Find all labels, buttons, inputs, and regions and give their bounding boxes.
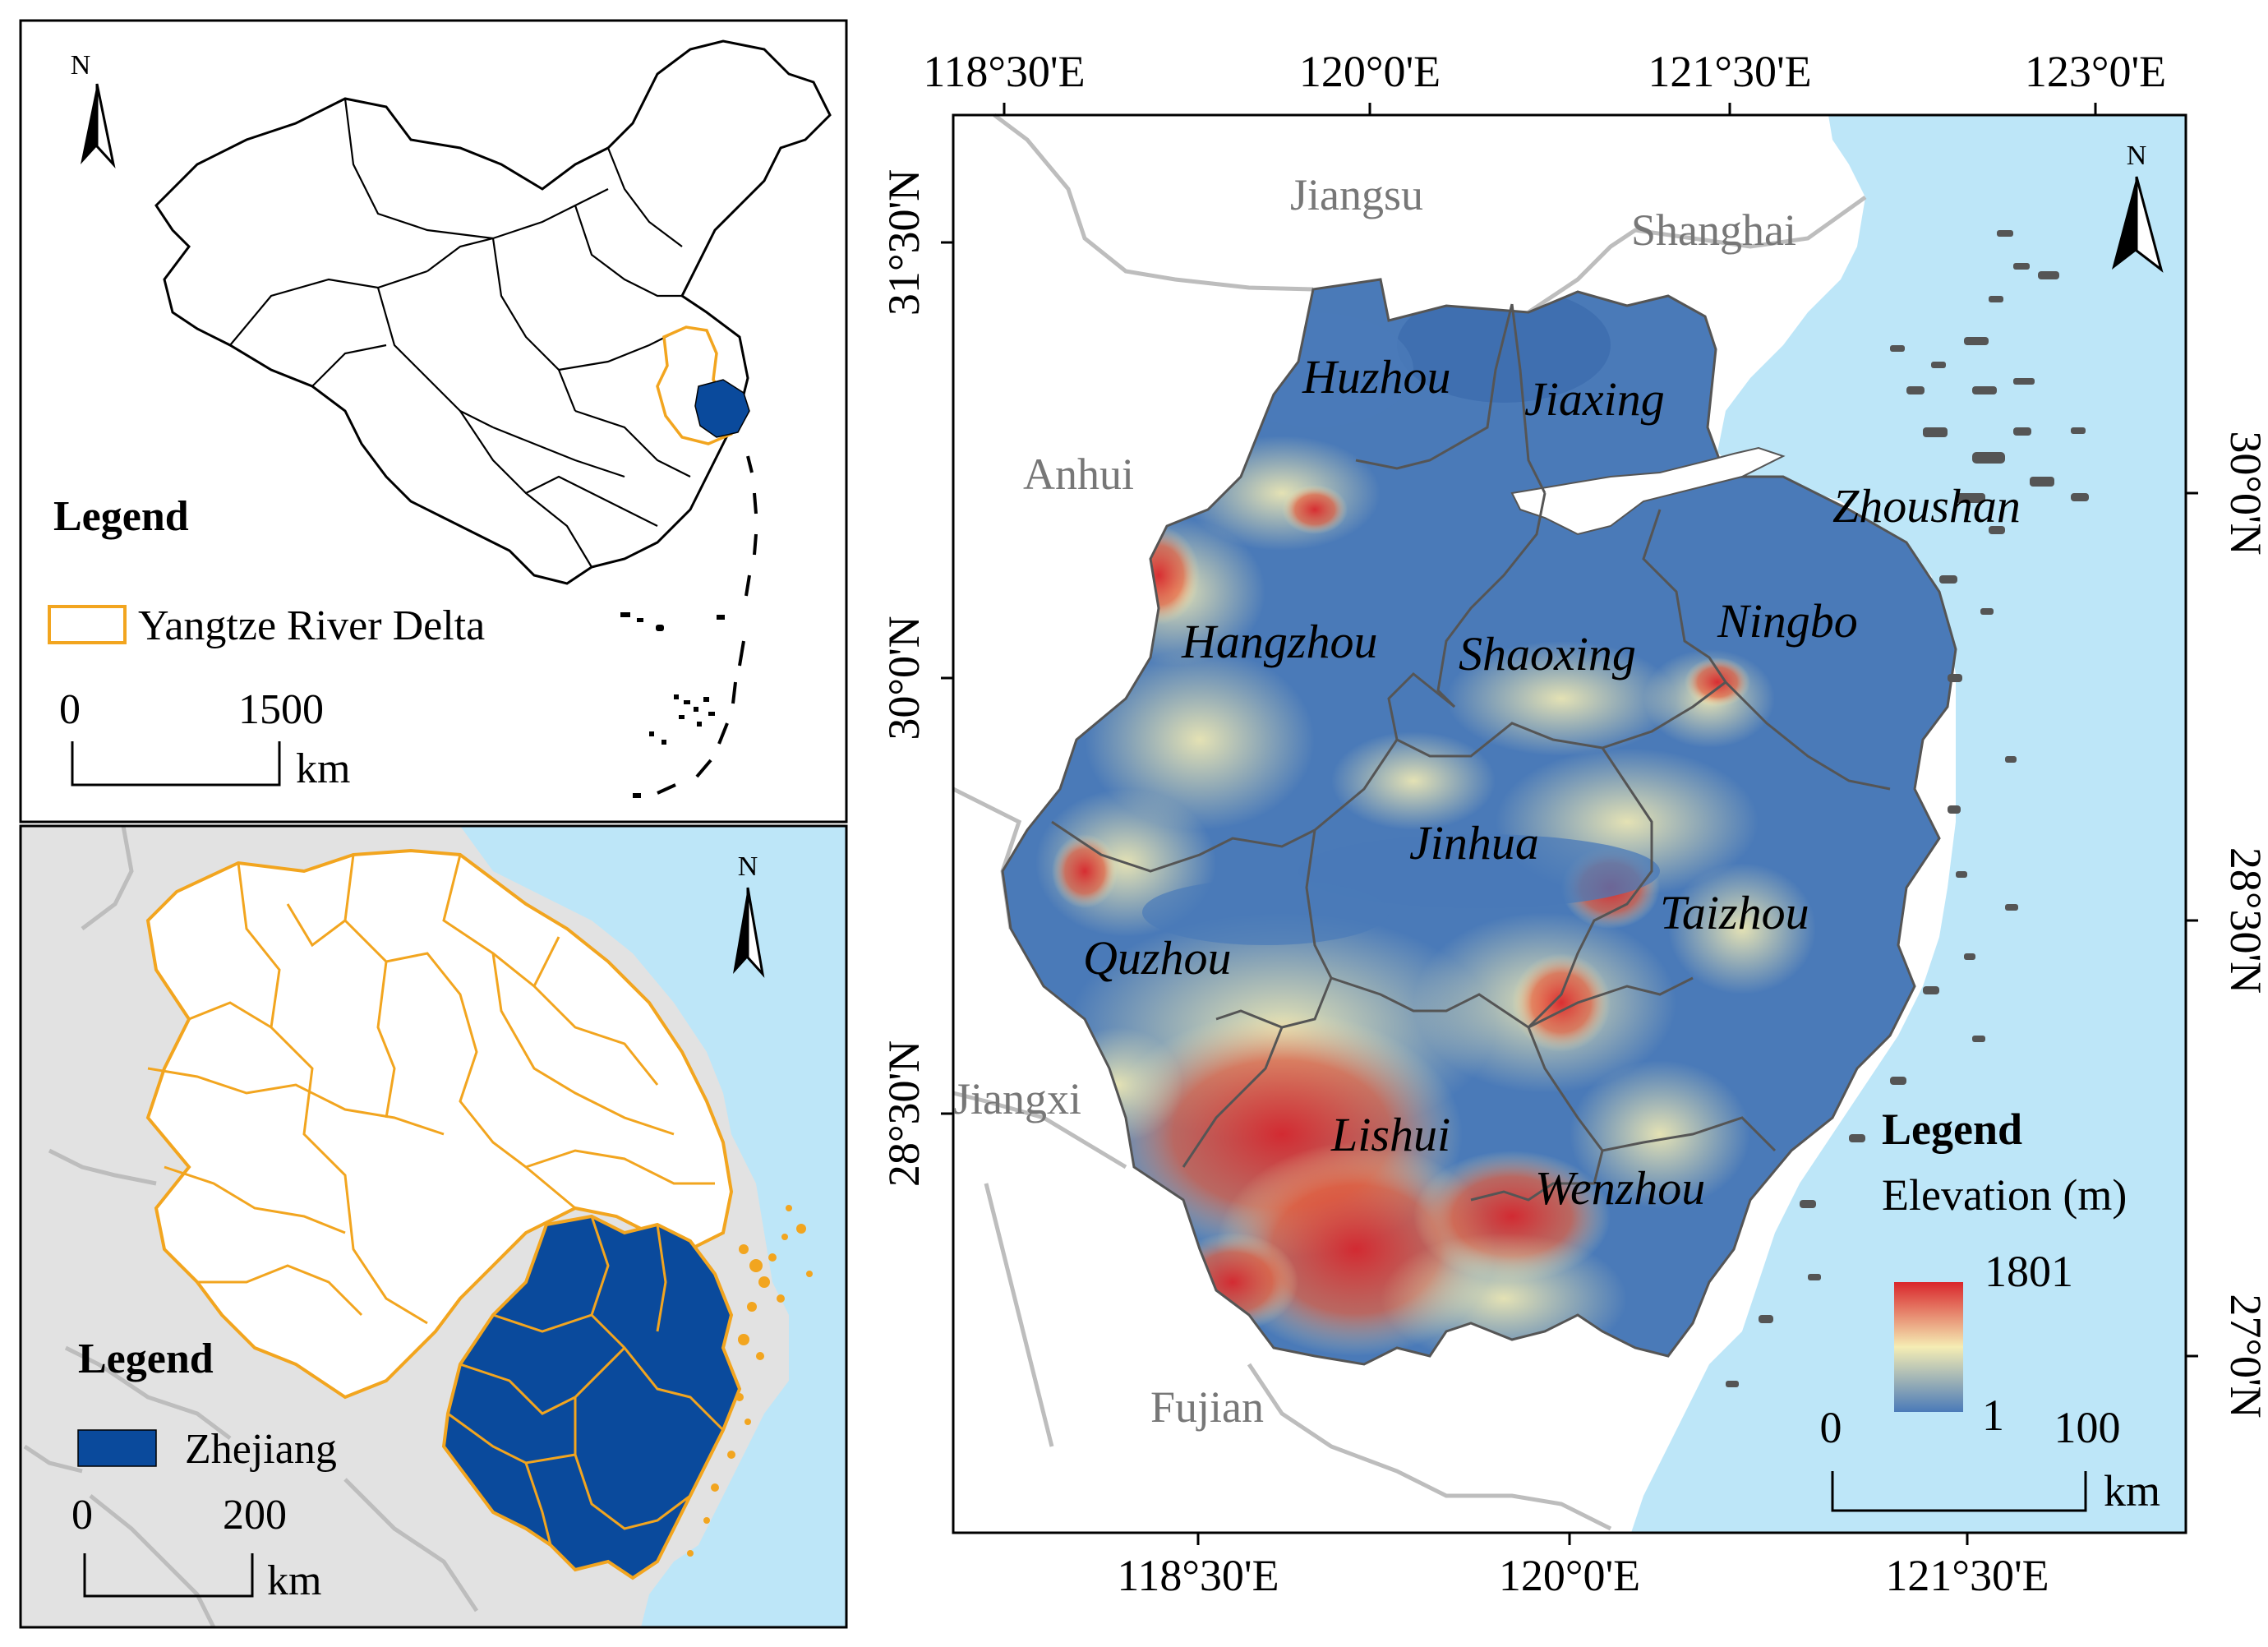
left-lat-labels: 31°30'N 30°0'N 28°30'N	[879, 169, 929, 1187]
zhejiang-region	[441, 1214, 742, 1580]
china-scale-unit: km	[296, 745, 350, 792]
city-boundaries	[1051, 303, 1891, 1202]
zhejiang-highlight	[694, 379, 750, 438]
province-label-jiangxi: Jiangxi	[953, 1074, 1081, 1123]
province-label-anhui: Anhui	[1023, 450, 1134, 499]
zhejiang-internal-boundaries	[447, 1216, 725, 1546]
province-label-shanghai: Shanghai	[1631, 205, 1796, 255]
yrd-legend-item: Zhejiang	[185, 1426, 337, 1473]
city-labels: Huzhou Jiaxing Zhoushan Hangzhou Shaoxin…	[1083, 350, 2021, 1215]
city-label-zhoushan: Zhoushan	[1832, 479, 2021, 533]
city-label-shaoxing: Shaoxing	[1459, 627, 1636, 680]
left-lat-tick-label: 30°0'N	[879, 616, 929, 740]
yrd-north-letter: N	[738, 851, 758, 882]
right-lat-tick-label: 27°0'N	[2221, 1294, 2268, 1418]
hangzhou-bay	[1510, 446, 1786, 536]
yrd-sea	[460, 826, 846, 1627]
city-label-ningbo: Ningbo	[1717, 594, 1858, 648]
bottom-lon-tick-label: 121°30'E	[1885, 1551, 2049, 1600]
yrd-legend-swatch	[48, 605, 127, 644]
yrd-legend-title: Legend	[78, 1336, 214, 1382]
top-lon-tick-label: 121°30'E	[1648, 47, 1811, 96]
china-north-arrow-icon	[81, 83, 116, 169]
top-lon-tick-label: 120°0'E	[1299, 47, 1441, 96]
right-lat-tick-label: 28°30'N	[2221, 847, 2268, 994]
main-north-arrow-icon	[2112, 176, 2164, 273]
elevation-max-label: 1801	[1984, 1247, 2073, 1296]
yrd-region	[145, 848, 734, 1400]
yrd-inset-frame	[19, 824, 848, 1629]
left-lat-tick-label: 31°30'N	[879, 169, 929, 316]
province-label-fujian: Fujian	[1150, 1382, 1264, 1432]
coastal-islands	[1726, 230, 2089, 1387]
yrd-scale-value: 200	[223, 1492, 287, 1539]
nine-dash-line	[657, 455, 758, 795]
bottom-lon-labels: 118°30'E 120°0'E 121°30'E	[1117, 1551, 2049, 1600]
yrd-north-arrow-icon	[733, 887, 765, 978]
elevation-colorbar	[1894, 1282, 1963, 1412]
city-label-huzhou: Huzhou	[1302, 350, 1450, 404]
city-label-hangzhou: Hangzhou	[1181, 615, 1377, 668]
bottom-lon-tick-label: 118°30'E	[1117, 1551, 1279, 1600]
province-labels: Jiangsu Shanghai Anhui Jiangxi Fujian	[953, 170, 1796, 1432]
yrd-scale-bar	[83, 1553, 254, 1598]
city-label-lishui: Lishui	[1330, 1108, 1450, 1161]
main-scale-zero: 0	[1820, 1403, 1842, 1452]
south-china-sea-islands	[620, 612, 725, 798]
main-scale-unit: km	[2104, 1466, 2160, 1516]
yrd-internal-boundaries	[147, 854, 715, 1325]
china-scale-bar	[71, 741, 281, 787]
main-legend-title: Legend	[1882, 1105, 2022, 1154]
main-scale-value: 100	[2054, 1403, 2121, 1452]
main-north-letter: N	[2127, 141, 2147, 171]
main-sea	[1631, 115, 2186, 1533]
china-legend-item: Yangtze River Delta	[138, 602, 485, 649]
top-lon-tick-label: 118°30'E	[923, 47, 1085, 96]
elevation-min-label: 1	[1982, 1391, 2004, 1440]
top-lon-labels: 118°30'E 120°0'E 121°30'E 123°0'E	[923, 47, 2166, 96]
yrd-neighbor-lines	[23, 825, 479, 1629]
main-map: 118°30'E 120°0'E 121°30'E 123°0'E 118°30…	[879, 47, 2268, 1600]
city-label-wenzhou: Wenzhou	[1535, 1161, 1705, 1215]
china-inset: N Legend Yangtze River Delta 0 1500 km	[19, 19, 848, 824]
china-outline	[154, 39, 832, 585]
top-lon-tick-label: 123°0'E	[2025, 47, 2166, 96]
zhejiang-legend-swatch	[77, 1429, 157, 1467]
city-label-quzhou: Quzhou	[1083, 931, 1231, 985]
main-scale-bar	[1831, 1471, 2087, 1512]
china-scale-value: 1500	[238, 686, 324, 733]
city-label-jinhua: Jinhua	[1409, 816, 1539, 870]
bottom-lon-tick-label: 120°0'E	[1499, 1551, 1640, 1600]
china-legend-title: Legend	[53, 493, 189, 540]
city-label-jiaxing: Jiaxing	[1524, 372, 1665, 426]
city-label-taizhou: Taizhou	[1660, 886, 1809, 939]
zhejiang-main-outline	[1001, 278, 1957, 1366]
yrd-scale-unit: km	[267, 1557, 321, 1604]
province-label-jiangsu: Jiangsu	[1290, 170, 1423, 219]
zhejiang-coast-islands	[687, 1205, 813, 1557]
yrd-inset: N Legend Zhejiang 0 200 km	[19, 824, 848, 1629]
yrd-scale-zero: 0	[71, 1492, 93, 1539]
china-north-letter: N	[71, 50, 91, 81]
main-legend-subtitle: Elevation (m)	[1882, 1170, 2127, 1220]
right-lat-tick-label: 30°0'N	[2221, 431, 2268, 555]
province-lines	[229, 98, 691, 568]
china-scale-zero: 0	[59, 686, 81, 733]
left-lat-tick-label: 28°30'N	[879, 1040, 929, 1187]
graticule-ticks	[941, 103, 2198, 1545]
right-lat-labels: 30°0'N 28°30'N 27°0'N	[2221, 431, 2268, 1418]
